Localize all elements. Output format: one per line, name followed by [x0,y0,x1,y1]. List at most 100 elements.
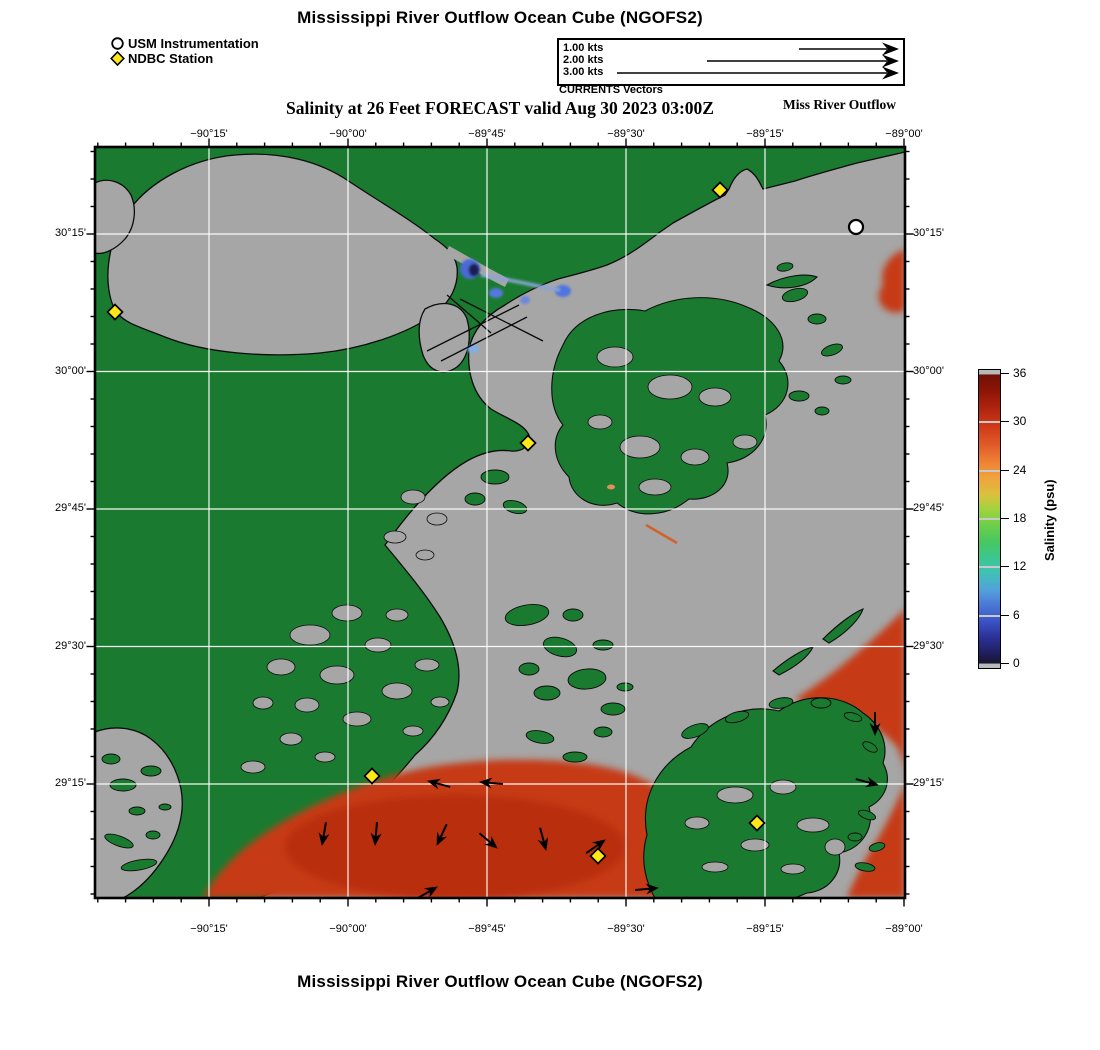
marsh-pond [638,478,672,496]
marsh-pond [240,760,266,774]
marker-legend: USM Instrumentation NDBC Station [110,36,259,66]
colorbar-tick-label: 24 [1013,463,1027,477]
marsh-pond [314,751,336,763]
colorbar-tickmark [1001,663,1009,665]
colorbar-tick-label: 30 [1013,414,1027,428]
marsh-pond [680,448,710,466]
current-vector-icon [635,883,659,895]
ndbc-station-marker [589,847,607,865]
marsh-pond [716,786,754,804]
islet [464,492,486,506]
islet [834,375,852,385]
current-vector-icon [537,827,549,851]
colorbar-tick-label: 0 [1013,656,1020,670]
footer-title: Mississippi River Outflow Ocean Cube (NG… [297,972,703,991]
marsh-pond [796,817,830,833]
islet [592,639,614,651]
forecast-subtitle: Salinity at 26 Feet FORECAST valid Aug 3… [286,98,714,118]
shallow-water-region [95,179,136,255]
marsh-island [765,274,818,289]
marsh-pond [415,549,435,561]
colorbar-tick-label: 12 [1013,559,1027,573]
marsh-pond [402,725,424,737]
low-salinity-patch [469,264,479,276]
lon-tick-label-bottom: −90°00' [329,923,367,935]
marsh-pond [684,816,710,830]
low-salinity-patch [555,285,571,297]
legend-row-usm: USM Instrumentation [110,36,259,51]
usm-station-marker [847,218,865,236]
marsh-pond [740,838,770,852]
marsh-pond [647,374,693,400]
lon-tick-label-bottom: −89°15' [746,923,784,935]
islet [533,685,561,701]
marsh-pond [342,711,372,727]
marsh-pond [732,434,758,450]
islet [807,313,827,325]
current-vector-icon [436,823,448,846]
islet [145,830,161,840]
islet [104,833,134,849]
shallow-water-region [418,302,470,373]
colorbar-tick-label: 36 [1013,366,1027,380]
islet [593,726,613,738]
low-salinity-patch [520,296,530,304]
islet [504,603,550,627]
canal-line [440,316,528,362]
legend-usm-label: USM Instrumentation [128,36,259,51]
lon-tick-label-bottom: −89°45' [468,923,506,935]
colorbar-tickmark [1001,615,1009,617]
islet [862,741,878,753]
marsh-pond [780,863,806,875]
ndbc-station-marker [711,181,729,199]
islet [109,778,137,792]
current-vector-icon [478,832,498,849]
diamond-icon [110,51,125,66]
legend-row-ndbc: NDBC Station [110,51,259,66]
lon-tick-label-bottom: −89°30' [607,923,645,935]
islet [857,809,877,821]
islet [814,406,830,416]
colorbar-tickmark [1001,373,1009,375]
lon-tick-label-bottom: −90°15' [190,923,228,935]
canal-line [459,298,544,342]
colorbar-tick-label: 6 [1013,608,1020,622]
islet [101,753,121,765]
islet [525,730,555,744]
salinity-map [86,138,914,907]
currents-legend-box: 1.00 kts 2.00 kts 3.00 kts [557,38,905,86]
islet [768,697,794,709]
marsh-pond [364,637,392,653]
islet [868,842,886,852]
islet [616,682,634,692]
islet [120,858,158,872]
marsh-pond [319,665,355,685]
colorbar-tickmark [1001,421,1009,423]
islet [724,710,750,724]
marsh-pond [596,346,634,368]
islet [843,712,863,722]
colorbar-title: Salinity (psu) [1042,479,1057,562]
high-salinity-region [878,249,905,313]
marsh-pond [381,682,413,700]
low-salinity-patch [489,288,503,298]
islet [518,662,540,676]
current-vector-icon [869,712,881,736]
colorbar-tickmark [1001,470,1009,472]
ndbc-station-marker [106,303,124,321]
river-channel [480,273,561,292]
islet [502,499,528,515]
islet [158,803,172,811]
colorbar-tickmark [1001,566,1009,568]
currents-speed-labels: 1.00 kts 2.00 kts 3.00 kts [563,42,603,78]
marsh-pond [252,696,274,710]
marsh-pond [619,435,661,459]
low-salinity-patch [467,345,479,353]
canal-line [426,304,520,352]
high-salinity-region [795,609,905,783]
marsh-pond [294,697,320,713]
islet [562,751,588,763]
islet [821,343,843,357]
river-salt-streak [645,523,678,545]
ndbc-station-marker [748,814,766,832]
